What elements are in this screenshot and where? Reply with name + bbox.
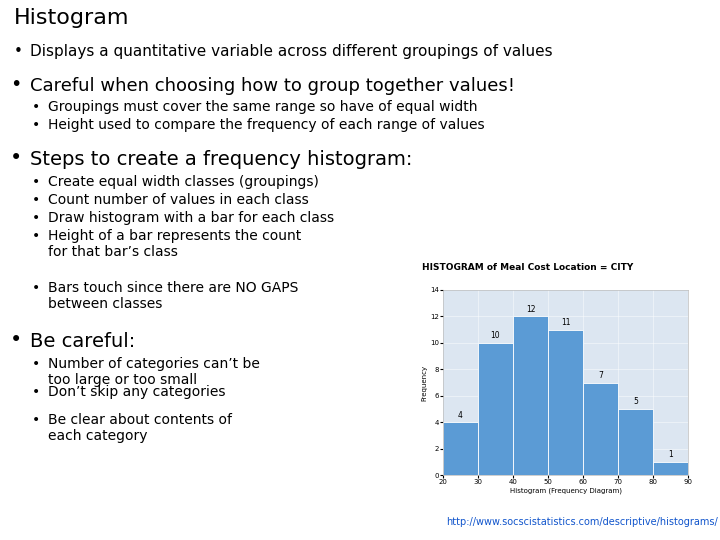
Y-axis label: Frequency: Frequency	[421, 364, 427, 401]
Text: too large or too small: too large or too small	[48, 373, 197, 387]
Text: Don’t skip any categories: Don’t skip any categories	[48, 385, 225, 399]
Text: 12: 12	[526, 305, 535, 314]
Text: •: •	[32, 413, 40, 427]
Text: 11: 11	[561, 318, 570, 327]
Text: 5: 5	[633, 397, 638, 406]
Bar	[653, 462, 688, 475]
Text: Height used to compare the frequency of each range of values: Height used to compare the frequency of …	[48, 118, 485, 132]
Text: •: •	[32, 193, 40, 207]
Text: http://www.socscistatistics.com/descriptive/histograms/: http://www.socscistatistics.com/descript…	[446, 517, 718, 527]
Text: •: •	[32, 281, 40, 295]
Text: 10: 10	[491, 331, 500, 340]
Text: Groupings must cover the same range so have of equal width: Groupings must cover the same range so h…	[48, 100, 477, 114]
Bar	[513, 316, 548, 475]
Text: Count number of values in each class: Count number of values in each class	[48, 193, 309, 207]
Text: •: •	[32, 175, 40, 189]
Bar	[548, 329, 583, 475]
Text: •: •	[32, 357, 40, 371]
Text: Histogram: Histogram	[14, 8, 130, 28]
Text: •: •	[32, 211, 40, 225]
Text: Number of categories can’t be: Number of categories can’t be	[48, 357, 260, 371]
Bar	[443, 422, 478, 475]
Text: HISTOGRAM of Meal Cost Location = CITY: HISTOGRAM of Meal Cost Location = CITY	[422, 263, 634, 272]
Text: between classes: between classes	[48, 297, 163, 311]
Text: Be clear about contents of: Be clear about contents of	[48, 413, 232, 427]
Text: Height of a bar represents the count: Height of a bar represents the count	[48, 229, 301, 243]
Text: •: •	[14, 44, 23, 59]
Text: Bars touch since there are NO GAPS: Bars touch since there are NO GAPS	[48, 281, 298, 295]
Bar	[583, 382, 618, 475]
Text: 4: 4	[458, 410, 463, 420]
Bar	[618, 409, 653, 475]
Text: Create equal width classes (groupings): Create equal width classes (groupings)	[48, 175, 319, 189]
Text: •: •	[32, 118, 40, 132]
Text: •: •	[32, 229, 40, 243]
Text: Careful when choosing how to group together values!: Careful when choosing how to group toget…	[30, 77, 515, 95]
Text: 7: 7	[598, 371, 603, 380]
Text: •: •	[10, 75, 22, 94]
Text: Be careful:: Be careful:	[30, 332, 135, 351]
Text: •: •	[32, 100, 40, 114]
Text: •: •	[10, 148, 22, 168]
Text: •: •	[10, 330, 22, 350]
Text: Draw histogram with a bar for each class: Draw histogram with a bar for each class	[48, 211, 334, 225]
Text: 1: 1	[668, 450, 673, 459]
Text: each category: each category	[48, 429, 148, 443]
Text: Displays a quantitative variable across different groupings of values: Displays a quantitative variable across …	[30, 44, 553, 59]
Text: Steps to create a frequency histogram:: Steps to create a frequency histogram:	[30, 150, 413, 169]
X-axis label: Histogram (Frequency Diagram): Histogram (Frequency Diagram)	[510, 488, 621, 495]
Text: for that bar’s class: for that bar’s class	[48, 245, 178, 259]
Text: •: •	[32, 385, 40, 399]
Bar	[478, 343, 513, 475]
